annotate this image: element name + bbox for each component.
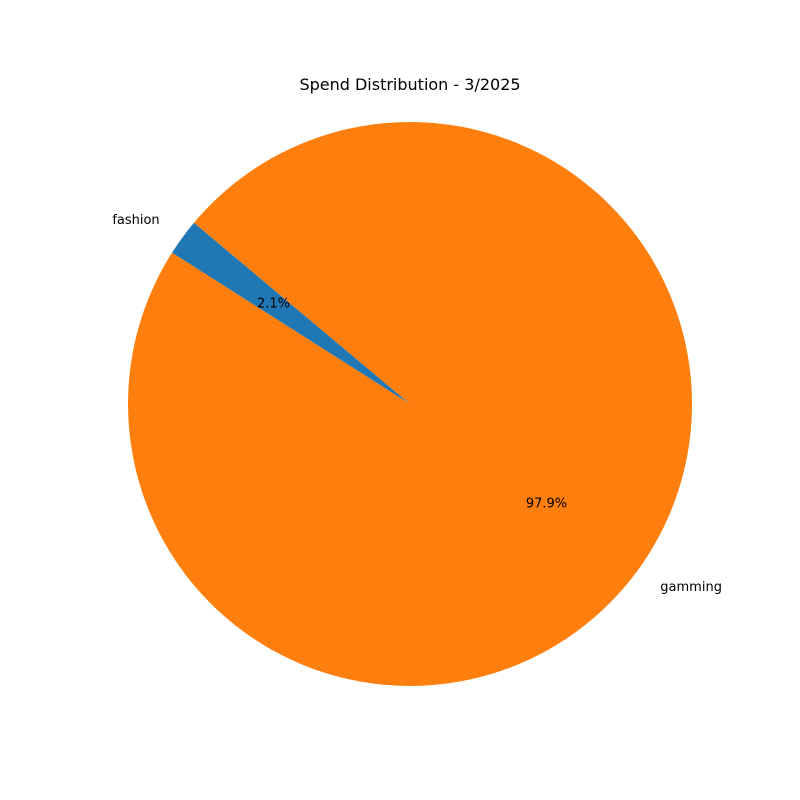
pie-labels: fashion 2.1% gamming 97.9% [112,213,722,595]
slice-percent-fashion: 2.1% [257,297,290,312]
slice-label-gamming: gamming [660,580,722,595]
slice-label-fashion: fashion [112,213,159,228]
pie-slice-fashion [172,222,410,404]
pie-slices [128,121,693,686]
pie-slice-gamming [128,121,693,686]
slice-percent-gamming: 97.9% [526,497,567,512]
chart-title: Spend Distribution - 3/2025 [299,75,520,94]
